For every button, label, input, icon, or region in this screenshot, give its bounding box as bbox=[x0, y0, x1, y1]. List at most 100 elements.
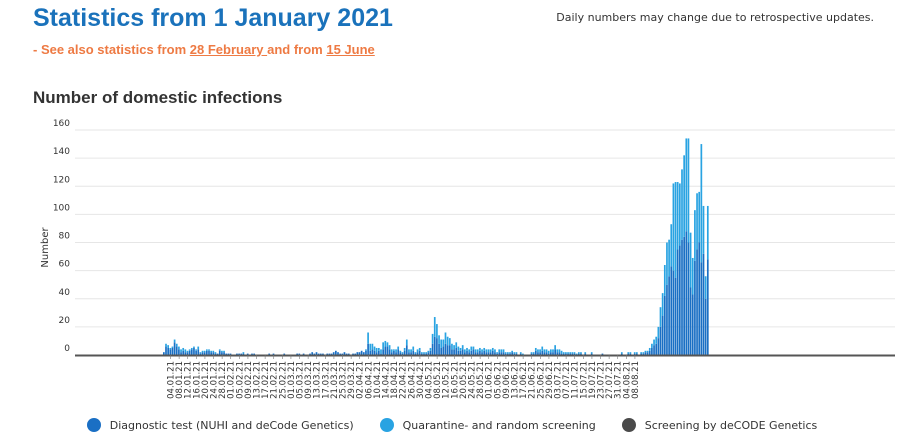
bar-1-151[interactable] bbox=[487, 349, 490, 353]
bar-1-176[interactable] bbox=[541, 346, 544, 351]
bar-1-115[interactable] bbox=[410, 349, 412, 353]
bar-1-227[interactable] bbox=[651, 343, 653, 348]
bar-1-193[interactable] bbox=[577, 352, 580, 354]
bar-1-142[interactable] bbox=[468, 349, 470, 353]
bar-0-199[interactable] bbox=[590, 353, 593, 355]
legend-item-diagnostic[interactable]: Diagnostic test (NUHI and deCode Genetic… bbox=[86, 418, 354, 432]
bar-1-16[interactable] bbox=[197, 346, 200, 350]
bar-0-181[interactable] bbox=[552, 352, 554, 355]
bar-1-119[interactable] bbox=[418, 347, 421, 351]
bar-1-213[interactable] bbox=[620, 352, 623, 354]
bar-0-242[interactable] bbox=[683, 236, 685, 355]
bar-1-11[interactable] bbox=[186, 350, 189, 353]
bar-0-124[interactable] bbox=[429, 350, 432, 355]
bar-1-236[interactable] bbox=[670, 224, 673, 267]
bar-1-150[interactable] bbox=[485, 349, 488, 353]
bar-0-154[interactable] bbox=[494, 352, 496, 355]
bar-1-103[interactable] bbox=[384, 340, 387, 347]
bar-1-108[interactable] bbox=[395, 349, 397, 353]
bar-1-229[interactable] bbox=[655, 336, 658, 344]
bar-0-103[interactable] bbox=[384, 346, 387, 355]
bar-0-150[interactable] bbox=[485, 352, 488, 355]
bar-0-129[interactable] bbox=[440, 347, 443, 355]
bar-0-180[interactable] bbox=[550, 352, 552, 355]
bar-0-41[interactable] bbox=[251, 353, 253, 355]
bar-1-185[interactable] bbox=[560, 350, 563, 354]
bar-0-148[interactable] bbox=[481, 352, 483, 355]
bar-1-37[interactable] bbox=[242, 352, 245, 354]
bar-0-25[interactable] bbox=[216, 353, 219, 355]
bar-1-98[interactable] bbox=[373, 346, 376, 351]
bar-0-247[interactable] bbox=[694, 260, 696, 355]
bar-1-172[interactable] bbox=[532, 352, 535, 354]
bar-0-95[interactable] bbox=[367, 343, 369, 355]
bar-0-188[interactable] bbox=[567, 353, 569, 355]
bar-1-21[interactable] bbox=[208, 349, 210, 351]
bar-1-217[interactable] bbox=[629, 352, 632, 354]
bar-1-14[interactable] bbox=[193, 346, 195, 348]
bar-1-28[interactable] bbox=[223, 350, 225, 353]
bar-1-22[interactable] bbox=[210, 350, 212, 353]
bar-0-143[interactable] bbox=[470, 350, 473, 355]
bar-0-120[interactable] bbox=[421, 353, 423, 355]
bar-1-101[interactable] bbox=[380, 349, 382, 354]
bar-1-251[interactable] bbox=[702, 205, 705, 254]
bar-1-116[interactable] bbox=[412, 346, 415, 351]
bar-0-97[interactable] bbox=[371, 349, 374, 355]
bar-1-191[interactable] bbox=[573, 352, 576, 354]
bar-1-216[interactable] bbox=[627, 352, 630, 354]
bar-0-110[interactable] bbox=[399, 352, 402, 355]
bar-0-138[interactable] bbox=[459, 350, 462, 355]
bar-0-232[interactable] bbox=[661, 315, 664, 355]
bar-1-17[interactable] bbox=[199, 352, 202, 354]
bar-1-190[interactable] bbox=[571, 352, 574, 354]
bar-1-154[interactable] bbox=[494, 349, 496, 353]
bar-0-14[interactable] bbox=[193, 347, 195, 355]
bar-1-15[interactable] bbox=[195, 349, 197, 351]
bar-0-29[interactable] bbox=[225, 353, 228, 355]
bar-1-234[interactable] bbox=[666, 242, 668, 285]
bar-1-160[interactable] bbox=[507, 352, 509, 354]
bar-0-92[interactable] bbox=[360, 350, 363, 355]
bar-0-250[interactable] bbox=[700, 262, 703, 355]
bar-1-8[interactable] bbox=[180, 349, 182, 353]
bar-0-77[interactable] bbox=[328, 353, 331, 355]
bar-0-163[interactable] bbox=[513, 353, 516, 355]
bar-0-109[interactable] bbox=[397, 349, 400, 355]
bar-0-220[interactable] bbox=[636, 353, 638, 355]
bar-1-199[interactable] bbox=[590, 352, 593, 354]
bar-1-7[interactable] bbox=[178, 346, 180, 350]
bar-1-3[interactable] bbox=[169, 347, 172, 350]
bar-1-102[interactable] bbox=[382, 342, 384, 350]
bar-0-156[interactable] bbox=[498, 352, 501, 355]
bar-0-22[interactable] bbox=[210, 352, 212, 355]
bar-1-186[interactable] bbox=[562, 352, 565, 354]
bar-1-10[interactable] bbox=[184, 349, 187, 353]
bar-0-9[interactable] bbox=[182, 350, 185, 355]
bar-0-132[interactable] bbox=[446, 345, 449, 355]
bar-0-183[interactable] bbox=[556, 352, 559, 355]
bar-1-95[interactable] bbox=[367, 332, 369, 344]
bar-0-204[interactable] bbox=[601, 353, 604, 355]
bar-1-133[interactable] bbox=[448, 338, 451, 346]
bar-0-37[interactable] bbox=[242, 353, 245, 355]
bar-1-189[interactable] bbox=[569, 352, 572, 354]
bar-1-149[interactable] bbox=[483, 347, 486, 351]
bar-0-145[interactable] bbox=[474, 352, 477, 355]
bar-1-120[interactable] bbox=[421, 352, 423, 354]
bar-0-147[interactable] bbox=[479, 350, 481, 355]
bar-0-108[interactable] bbox=[395, 352, 397, 355]
bar-0-157[interactable] bbox=[500, 352, 503, 355]
bar-1-13[interactable] bbox=[190, 347, 193, 350]
bar-0-100[interactable] bbox=[378, 350, 380, 355]
bar-1-219[interactable] bbox=[633, 352, 636, 354]
bar-1-230[interactable] bbox=[657, 326, 660, 339]
bar-1-12[interactable] bbox=[188, 349, 191, 351]
bar-0-102[interactable] bbox=[382, 349, 384, 355]
bar-1-178[interactable] bbox=[545, 349, 548, 353]
bar-0-3[interactable] bbox=[169, 349, 172, 355]
bar-0-79[interactable] bbox=[332, 352, 335, 355]
bar-0-251[interactable] bbox=[702, 253, 705, 355]
bar-0-144[interactable] bbox=[472, 349, 475, 355]
bar-0-159[interactable] bbox=[504, 353, 507, 355]
